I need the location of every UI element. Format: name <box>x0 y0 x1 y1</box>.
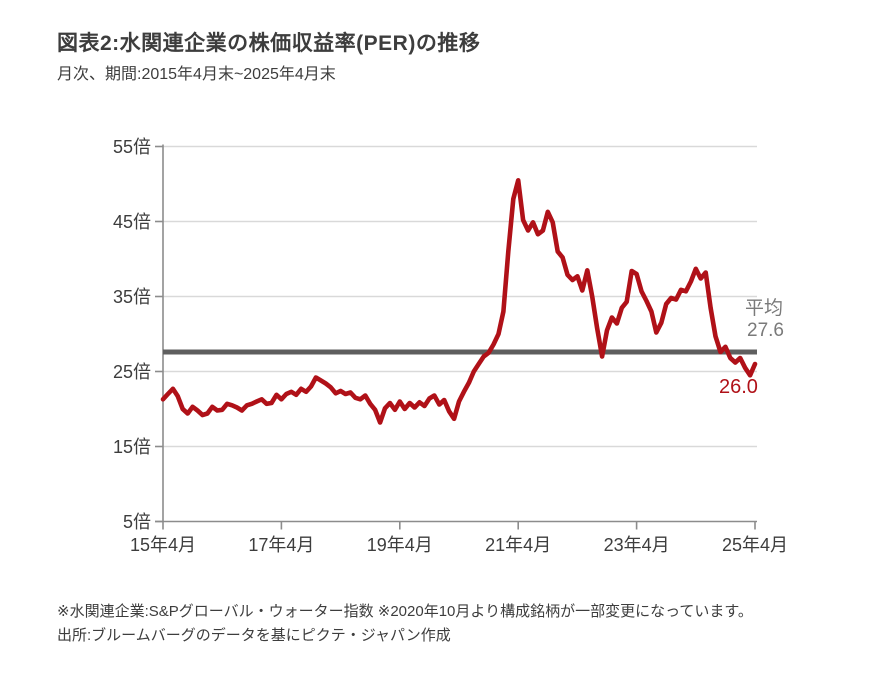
y-axis-tick-label: 15倍 <box>112 436 151 457</box>
source-note: 出所:ブルームバーグのデータを基にピクテ・ジャパン作成 <box>57 627 451 644</box>
page-title: 図表2:水関連企業の株価収益率(PER)の推移 <box>57 32 481 55</box>
latest-value-label: 26.0 <box>719 376 758 398</box>
x-axis-tick-label: 21年4月 <box>485 535 552 555</box>
average-caption: 平均 <box>745 298 784 319</box>
y-axis-tick-label: 5倍 <box>122 511 151 532</box>
x-axis-tick-label: 23年4月 <box>603 535 670 555</box>
x-axis-tick-label: 17年4月 <box>248 535 315 555</box>
x-axis-tick-label: 19年4月 <box>366 535 433 555</box>
y-axis-tick-label: 45倍 <box>112 211 151 232</box>
y-axis-tick-label: 55倍 <box>112 136 151 157</box>
x-axis-tick-label: 25年4月 <box>721 535 789 555</box>
per-series-line <box>160 178 758 425</box>
y-axis-tick-label: 35倍 <box>112 286 151 307</box>
y-axis-tick-label: 25倍 <box>112 361 151 382</box>
average-value-label: 27.6 <box>747 320 784 341</box>
chart-subtitle: 月次、期間:2015年4月末~2025年4月末 <box>57 66 336 83</box>
footnote-index-note: ※水関連企業:S&Pグローバル・ウォーター指数 ※2020年10月より構成銘柄が… <box>57 603 753 620</box>
x-axis-tick-label: 15年4月 <box>129 535 197 555</box>
